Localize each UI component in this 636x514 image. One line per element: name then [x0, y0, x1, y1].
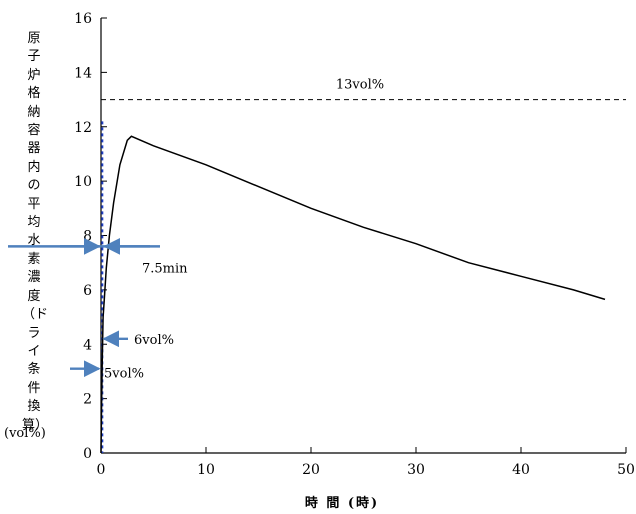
reference-line-label: 13vol%: [336, 78, 384, 93]
y-tick-label: 4: [83, 337, 92, 353]
x-axis-label: 時 間 (時): [304, 496, 380, 511]
y-tick-label: 6: [83, 283, 92, 299]
series-group: [100, 135, 606, 454]
annotation-label: 6vol%: [134, 333, 174, 348]
annotation-group: 7.5min 6vol% 5vol%: [8, 237, 188, 382]
y-tick-label: 0: [83, 446, 92, 462]
y-tick-label: 10: [74, 174, 92, 190]
annotation-label: 5vol%: [104, 367, 144, 382]
y-axis-unit: (vol%): [4, 426, 46, 441]
axes: 0 2 4 6 8 10 12 14 16 0 10 20 30 40 50: [74, 11, 635, 478]
x-tick-label: 40: [512, 462, 530, 478]
x-tick-label: 50: [617, 462, 635, 478]
x-tick-label: 0: [97, 462, 106, 478]
y-tick-label: 8: [83, 229, 92, 245]
x-tick-label: 30: [407, 462, 425, 478]
y-tick-label: 14: [74, 65, 92, 81]
y-tick-label: 2: [83, 392, 92, 408]
annotation-label: 7.5min: [142, 261, 188, 276]
series-line-0: [100, 135, 606, 454]
y-tick-label: 16: [74, 11, 92, 27]
y-tick-label: 12: [74, 120, 92, 136]
x-tick-label: 20: [302, 462, 320, 478]
y-axis-label: 原子炉格納容器内の平均水素濃度（ドライ条件換算）: [22, 31, 49, 433]
x-tick-label: 10: [197, 462, 215, 478]
